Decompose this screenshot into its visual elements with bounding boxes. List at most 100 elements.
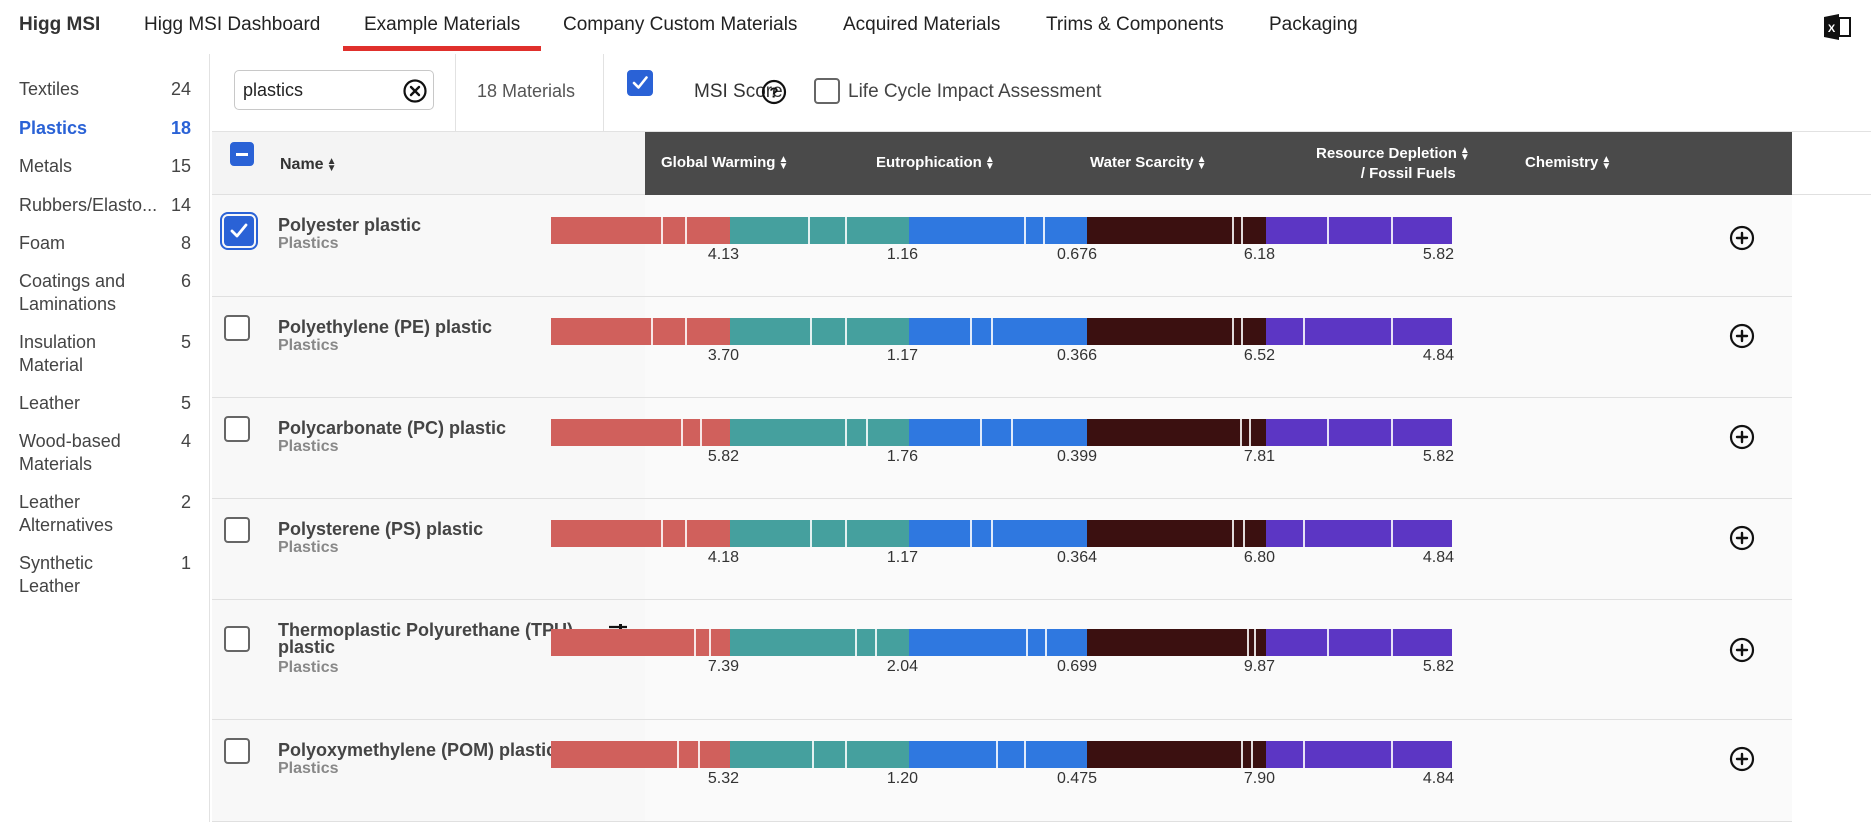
divider: [603, 54, 604, 132]
global-warming-score-value: 5.82: [707, 448, 739, 465]
global-warming-score-bar: [551, 318, 737, 345]
global-warming-score-bar: [551, 520, 737, 547]
sort-icon: ▲ ▼: [1196, 154, 1207, 173]
filter-bar: 18 Materials MSI Score ? Life Cycle Impa…: [212, 54, 1871, 132]
global-warming-score-value: 4.18: [707, 549, 739, 566]
material-name[interactable]: Polyester plastic: [278, 215, 422, 235]
check-icon: [632, 76, 648, 89]
impact-header: Global Warming ▲ ▼ Eutrophication ▲ ▼ Water …: [645, 132, 1792, 195]
eutrophication-score-value: 1.17: [886, 347, 918, 364]
row-checkbox[interactable]: [224, 315, 250, 341]
row-checkbox[interactable]: [224, 517, 250, 543]
category-count: 15: [170, 156, 191, 176]
bar-divider: [661, 217, 663, 244]
global-warming-score-bar: [551, 629, 737, 656]
tab-trims-components[interactable]: Trims & Components: [1046, 14, 1224, 35]
excel-export-icon[interactable]: X: [1822, 12, 1852, 42]
bar-divider: [845, 318, 847, 345]
category-label: Foam: [19, 233, 66, 253]
tab-company-custom-materials[interactable]: Company Custom Materials: [563, 14, 798, 35]
category-count: 6: [180, 271, 191, 291]
bar-divider: [698, 741, 700, 768]
eutrophication-header[interactable]: Eutrophication ▲ ▼: [876, 154, 995, 172]
global-warming-header[interactable]: Global Warming ▲ ▼: [661, 154, 788, 172]
sidebar-item-leather-alternatives[interactable]: Leather Alternatives 2: [19, 491, 191, 537]
row-checkbox[interactable]: [220, 212, 258, 250]
eutrophication-score-bar: [730, 629, 916, 656]
water-scarcity-header[interactable]: Water Scarcity ▲ ▼: [1090, 154, 1207, 173]
category-label: Insulation Material: [19, 332, 97, 375]
row-score-background: [645, 297, 1792, 397]
bar-divider: [1327, 419, 1329, 446]
bar-divider: [810, 318, 812, 345]
tab-higg-msi-dashboard[interactable]: Higg MSI Dashboard: [144, 14, 321, 35]
bar-divider: [1327, 217, 1329, 244]
bar-divider: [1045, 629, 1047, 656]
sidebar-item-coatings[interactable]: Coatings and Laminations 6: [19, 270, 191, 316]
bar-divider: [996, 741, 998, 768]
add-material-icon[interactable]: [1729, 424, 1755, 450]
category-label: Leather Alternatives: [19, 492, 114, 535]
sidebar-item-wood-based[interactable]: Wood-based Materials 4: [19, 430, 191, 476]
bar-divider: [685, 520, 687, 547]
material-category: Plastics: [278, 659, 339, 676]
chemistry-header[interactable]: Chemistry ▲ ▼: [1525, 154, 1611, 172]
tab-acquired-materials[interactable]: Acquired Materials: [843, 14, 1001, 35]
sidebar-item-metals[interactable]: Metals 15: [19, 155, 191, 178]
row-checkbox[interactable]: [224, 738, 250, 764]
add-material-icon[interactable]: [1729, 746, 1755, 772]
resource-depletion-header[interactable]: Resource Depletion ▲ ▼ / Fossil Fuels: [1316, 144, 1470, 184]
lca-checkbox[interactable]: [814, 78, 840, 104]
add-material-icon[interactable]: [1729, 323, 1755, 349]
add-material-icon[interactable]: [1729, 637, 1755, 663]
row-background: [212, 195, 645, 296]
tab-example-materials[interactable]: Example Materials: [342, 14, 542, 51]
sidebar-item-insulation[interactable]: Insulation Material 5: [19, 331, 191, 377]
eutrophication-score-value: 1.76: [886, 448, 918, 465]
material-name[interactable]: Polysterene (PS) plastic: [278, 519, 484, 539]
material-name[interactable]: Polycarbonate (PC) plastic: [278, 418, 507, 438]
bar-divider: [970, 520, 972, 547]
material-name[interactable]: Thermoplastic Polyurethane (TPU) plastic: [278, 620, 574, 657]
resource-depletion-score-bar: [1087, 629, 1273, 656]
category-count: 1: [180, 553, 191, 573]
help-icon[interactable]: ?: [760, 78, 788, 106]
add-material-icon[interactable]: [1729, 525, 1755, 551]
water-scarcity-score-bar: [909, 629, 1095, 656]
eutrophication-score-value: 1.20: [886, 770, 918, 787]
row-checkbox[interactable]: [224, 416, 250, 442]
row-background: [212, 600, 645, 719]
sidebar-item-textiles[interactable]: Textiles 24: [19, 78, 191, 101]
bar-divider: [1249, 419, 1251, 446]
sidebar-item-foam[interactable]: Foam 8: [19, 232, 191, 255]
category-count: 24: [170, 79, 191, 99]
category-count: 8: [180, 233, 191, 253]
bar-divider: [694, 629, 696, 656]
table-row: Polyethylene (PE) plastic Plastics 3.70 1…: [212, 297, 1792, 398]
water-scarcity-score-bar: [909, 520, 1095, 547]
water-scarcity-score-bar: [909, 419, 1095, 446]
row-checkbox[interactable]: [224, 626, 250, 652]
minus-icon: [236, 153, 248, 156]
tab-packaging[interactable]: Packaging: [1269, 14, 1358, 35]
bar-divider: [1043, 217, 1045, 244]
sidebar-item-plastics[interactable]: Plastics 18: [19, 117, 191, 140]
bar-divider: [1232, 318, 1234, 345]
sidebar-item-synthetic-leather[interactable]: Synthetic Leather 1: [19, 552, 191, 598]
add-material-icon[interactable]: [1729, 225, 1755, 251]
msi-score-checkbox[interactable]: [627, 70, 653, 96]
bar-divider: [970, 318, 972, 345]
material-name[interactable]: Polyethylene (PE) plastic: [278, 317, 493, 337]
search-input[interactable]: [234, 70, 434, 110]
sidebar-item-leather[interactable]: Leather 5: [19, 392, 191, 415]
bar-divider: [677, 741, 679, 768]
material-name[interactable]: Polyoxymethylene (POM) plastic: [278, 740, 557, 760]
category-label: Synthetic Leather: [19, 553, 94, 596]
category-label: Coatings and Laminations: [19, 271, 126, 314]
check-icon: [230, 223, 248, 238]
clear-search-icon[interactable]: [402, 78, 428, 104]
select-all-checkbox[interactable]: [230, 142, 254, 166]
name-column-header[interactable]: Name ▲ ▼: [280, 156, 336, 174]
bar-divider: [681, 419, 683, 446]
sidebar-item-rubbers[interactable]: Rubbers/Elasto... 14: [19, 194, 191, 217]
